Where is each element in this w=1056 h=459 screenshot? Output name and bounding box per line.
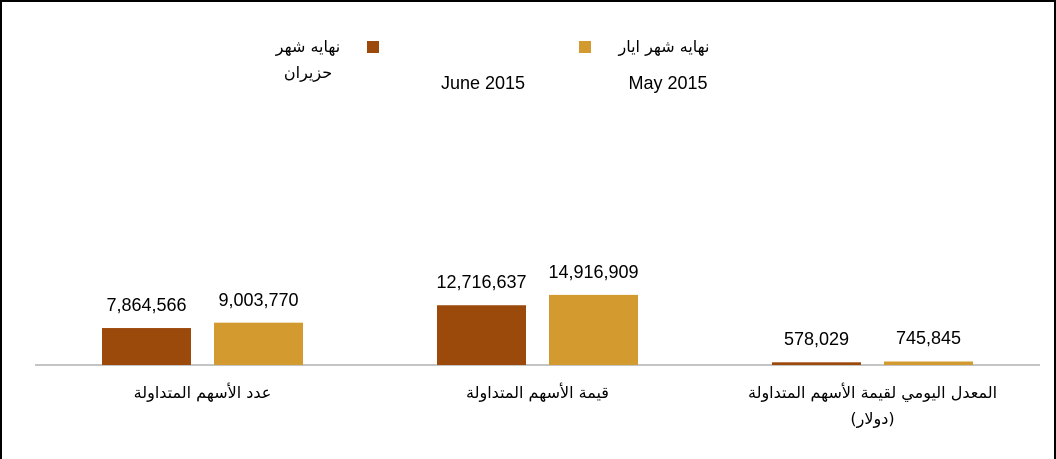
bar: [437, 305, 526, 365]
data-label: 14,916,909: [548, 261, 639, 282]
bar: [214, 322, 303, 365]
legend-swatch: [367, 41, 379, 53]
bar: [102, 328, 191, 365]
legend-label: نهايه شهر ايار: [618, 37, 710, 56]
bar: [549, 294, 638, 365]
data-label: 578,029: [783, 329, 850, 350]
data-label: 7,864,566: [106, 295, 187, 316]
bar: [884, 361, 973, 365]
data-label: 12,716,637: [436, 272, 527, 293]
data-label: 745,845: [895, 328, 962, 349]
x-tick-label: المعدل اليومي لقيمة الأسهم المتداولة (دو…: [747, 383, 998, 428]
legend-date: June 2015: [440, 73, 526, 93]
bar: [772, 362, 861, 365]
legend-swatch: [579, 41, 591, 53]
legend-label: نهايه شهر حزيران: [275, 37, 341, 82]
data-label: 9,003,770: [218, 289, 299, 310]
legend-date: May 2015: [628, 73, 708, 93]
x-tick-label: قيمة الأسهم المتداولة: [466, 383, 609, 402]
x-tick-label: عدد الأسهم المتداولة: [133, 383, 272, 402]
